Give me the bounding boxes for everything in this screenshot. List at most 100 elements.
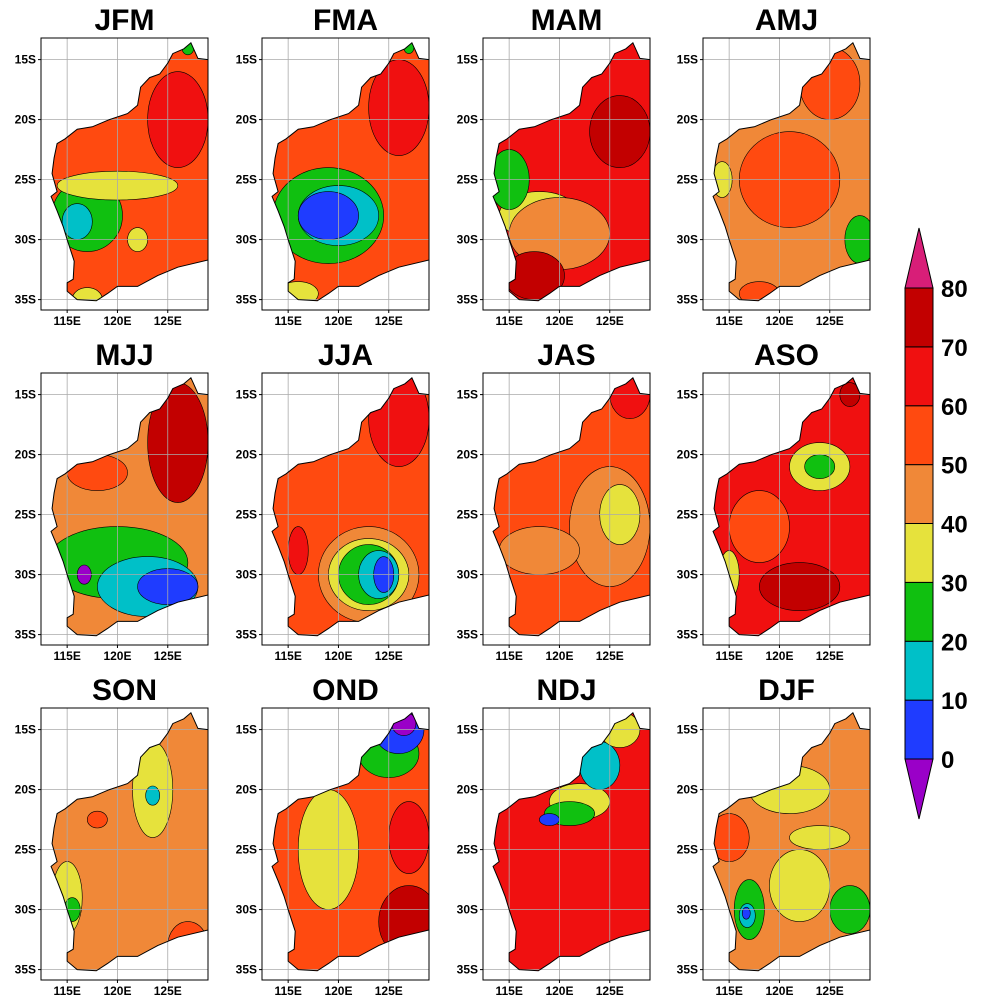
coastline	[50, 41, 208, 302]
map-area	[262, 708, 429, 980]
coastline	[271, 376, 429, 637]
contour-fill	[287, 526, 309, 575]
map-frame	[702, 707, 871, 981]
colorbar-label: 50	[941, 453, 968, 480]
map-frame	[261, 37, 430, 311]
lat-tick-label: 25S	[457, 173, 478, 187]
lat-tick-label: 30S	[457, 903, 478, 917]
contour-fill	[759, 562, 841, 611]
lat-tick-label: 30S	[236, 903, 257, 917]
colorbar-label: 10	[941, 688, 968, 715]
map-panel: JAS 15S 20S 25S 30S 35S 115E 120E 125E	[457, 339, 651, 663]
colorbar-label: 60	[941, 394, 968, 421]
lat-tick-label: 25S	[677, 843, 698, 857]
lat-tick-label: 30S	[15, 568, 36, 582]
map-panel: SON 15S 20S 25S 30S 35S 115E 120E 125E	[15, 674, 209, 998]
map-area	[41, 373, 208, 645]
lat-tick-label: 15S	[236, 723, 257, 737]
contour-fill	[741, 906, 751, 920]
colorbar-bin	[904, 405, 934, 466]
lon-tick-label: 120E	[103, 984, 131, 998]
lon-tick-label: 120E	[103, 649, 131, 663]
colorbar-bin	[904, 523, 934, 583]
lat-tick-label: 20S	[15, 783, 36, 797]
lon-tick-label: 115E	[53, 984, 80, 998]
lat-tick-label: 35S	[677, 293, 698, 307]
lon-tick-label: 120E	[765, 649, 793, 663]
colorbar-label: 0	[941, 747, 954, 774]
contour-fill	[789, 825, 851, 850]
lat-tick-label: 35S	[457, 963, 478, 977]
lat-tick-label: 20S	[457, 448, 478, 462]
map-area	[41, 708, 208, 980]
lat-tick-label: 35S	[236, 293, 257, 307]
colorbar-extension-top	[904, 227, 934, 289]
lon-tick-label: 115E	[715, 649, 742, 663]
lon-tick-label: 115E	[274, 649, 301, 663]
lon-tick-label: 120E	[324, 314, 352, 328]
lon-tick-label: 120E	[545, 314, 573, 328]
lat-tick-label: 25S	[236, 843, 257, 857]
lon-tick-label: 120E	[545, 984, 573, 998]
lat-tick-label: 20S	[677, 448, 698, 462]
colorbar-bin	[904, 581, 934, 642]
map-panel: FMA 15S 20S 25S 30S 35S 115E 120E 125E	[236, 4, 430, 328]
colorbar-label: 40	[941, 512, 968, 539]
map-area	[483, 38, 650, 310]
lat-tick-label: 30S	[677, 233, 698, 247]
lon-tick-label: 125E	[375, 984, 403, 998]
contour-fill	[277, 281, 319, 301]
panel-title: MAM	[531, 4, 603, 37]
map-panel: MJJ 15S 20S 25S 30S 35S 115E 120E 125E	[15, 339, 209, 663]
panel-title: NDJ	[536, 674, 596, 707]
field	[713, 377, 870, 636]
lon-tick-label: 125E	[596, 984, 624, 998]
lat-tick-label: 15S	[15, 53, 36, 67]
field	[51, 377, 208, 636]
map-frame	[261, 372, 430, 646]
lon-tick-label: 125E	[154, 984, 182, 998]
colorbar-bin	[904, 699, 934, 760]
lon-tick-label: 125E	[816, 984, 844, 998]
lat-tick-label: 20S	[457, 783, 478, 797]
lon-tick-label: 115E	[274, 314, 301, 328]
lat-tick-label: 15S	[236, 53, 257, 67]
field	[51, 712, 208, 971]
map-area	[483, 373, 650, 645]
lat-tick-label: 35S	[15, 293, 36, 307]
coastline	[492, 711, 650, 972]
lon-tick-label: 120E	[103, 314, 131, 328]
lat-tick-label: 35S	[457, 628, 478, 642]
lat-tick-label: 25S	[457, 843, 478, 857]
lat-tick-label: 30S	[236, 233, 257, 247]
map-area	[41, 38, 208, 310]
lat-tick-label: 35S	[236, 628, 257, 642]
lat-tick-label: 20S	[236, 448, 257, 462]
contour-fill	[388, 801, 429, 874]
panel-title: ASO	[754, 339, 819, 372]
contour-fill	[539, 813, 560, 826]
contour-fill	[378, 885, 429, 958]
map-panel: JFM 15S 20S 25S 30S 35S 115E 120E 125E	[15, 4, 209, 328]
colorbar-label: 20	[941, 629, 968, 656]
map-area	[262, 373, 429, 645]
contour-fill	[167, 921, 208, 970]
map-panel: JJA 15S 20S 25S 30S 35S 115E 120E 125E	[236, 339, 430, 663]
contour-fill	[503, 251, 565, 300]
contour-fill	[147, 382, 208, 503]
contour-fill	[579, 741, 621, 790]
colorbar-extension-bottom	[904, 758, 934, 820]
lat-tick-label: 15S	[457, 723, 478, 737]
lon-tick-label: 125E	[375, 649, 403, 663]
map-area	[703, 708, 870, 980]
lat-tick-label: 25S	[677, 173, 698, 187]
lat-tick-label: 35S	[677, 963, 698, 977]
panel-title: FMA	[313, 4, 378, 37]
contour-fill	[86, 810, 108, 829]
contour-fill	[498, 526, 580, 575]
lon-tick-label: 125E	[154, 649, 182, 663]
lat-tick-label: 25S	[15, 173, 36, 187]
lat-tick-label: 30S	[457, 233, 478, 247]
lat-tick-label: 15S	[236, 388, 257, 402]
